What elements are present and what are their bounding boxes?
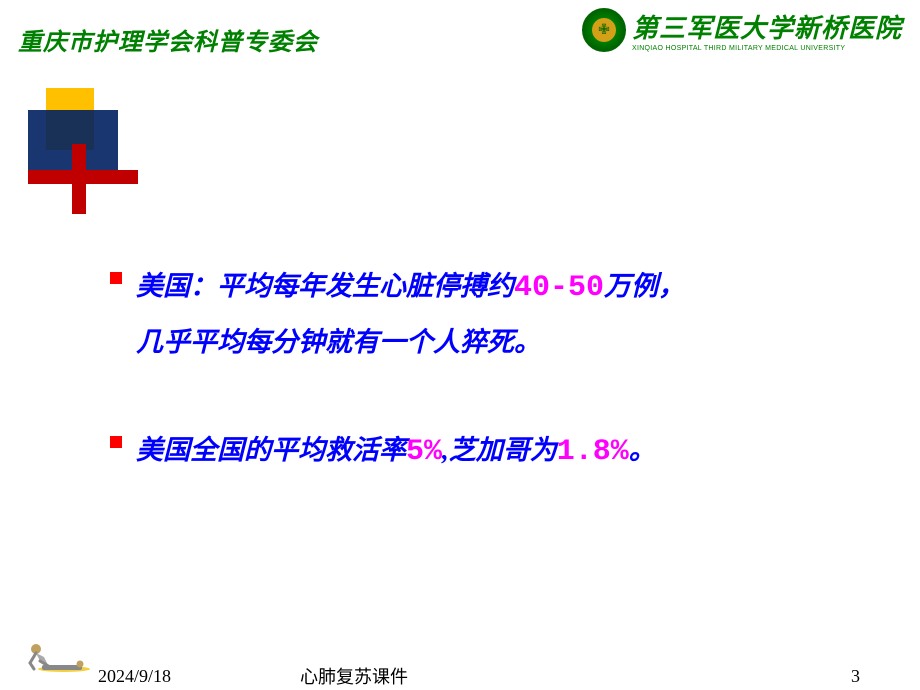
bullet-item-1: 美国：平均每年发生心脏停搏约40-50万例， 几乎平均每分钟就有一个人猝死。 xyxy=(110,260,860,368)
b2-mid: ,芝加哥为 xyxy=(442,435,557,465)
hospital-text-block: 第三军医大学新桥医院 XINQIAO HOSPITAL THIRD MILITA… xyxy=(632,8,902,52)
logo-inner-symbol: ✙ xyxy=(592,18,616,42)
b2-hl1: 5% xyxy=(406,435,442,469)
b2-hl2: 1.8% xyxy=(557,435,629,469)
hospital-subtitle: XINQIAO HOSPITAL THIRD MILITARY MEDICAL … xyxy=(632,45,845,52)
b1-line2: 几乎平均每分钟就有一个人猝死。 xyxy=(136,327,541,357)
header-left-title: 重庆市护理学会科普专委会 xyxy=(18,22,318,57)
header-right-block: ✙ 第三军医大学新桥医院 XINQIAO HOSPITAL THIRD MILI… xyxy=(582,8,902,52)
footer-title: 心肺复苏课件 xyxy=(300,663,408,689)
hospital-name: 第三军医大学新桥医院 xyxy=(632,8,902,45)
bullet-square-icon xyxy=(110,272,122,284)
b1-post: 万例， xyxy=(604,271,685,301)
cpr-figure-icon xyxy=(20,643,92,678)
b1-pre: 美国：平均每年发生心脏停搏约 xyxy=(136,271,514,301)
bullet-text-1: 美国：平均每年发生心脏停搏约40-50万例， 几乎平均每分钟就有一个人猝死。 xyxy=(136,260,685,368)
deco-red-vertical xyxy=(72,144,86,214)
bullet-item-2: 美国全国的平均救活率5%,芝加哥为1.8%。 xyxy=(110,424,860,481)
content-area: 美国：平均每年发生心脏停搏约40-50万例， 几乎平均每分钟就有一个人猝死。 美… xyxy=(110,260,860,537)
b2-pre: 美国全国的平均救活率 xyxy=(136,435,406,465)
b1-hl1: 40-50 xyxy=(514,271,604,305)
bullet-text-2: 美国全国的平均救活率5%,芝加哥为1.8%。 xyxy=(136,424,656,481)
decorative-shapes xyxy=(28,88,148,208)
b2-post: 。 xyxy=(629,435,656,465)
bullet-square-icon xyxy=(110,436,122,448)
footer-page-number: 3 xyxy=(851,666,860,687)
hospital-logo-icon: ✙ xyxy=(582,8,626,52)
footer-date: 2024/9/18 xyxy=(98,666,171,687)
